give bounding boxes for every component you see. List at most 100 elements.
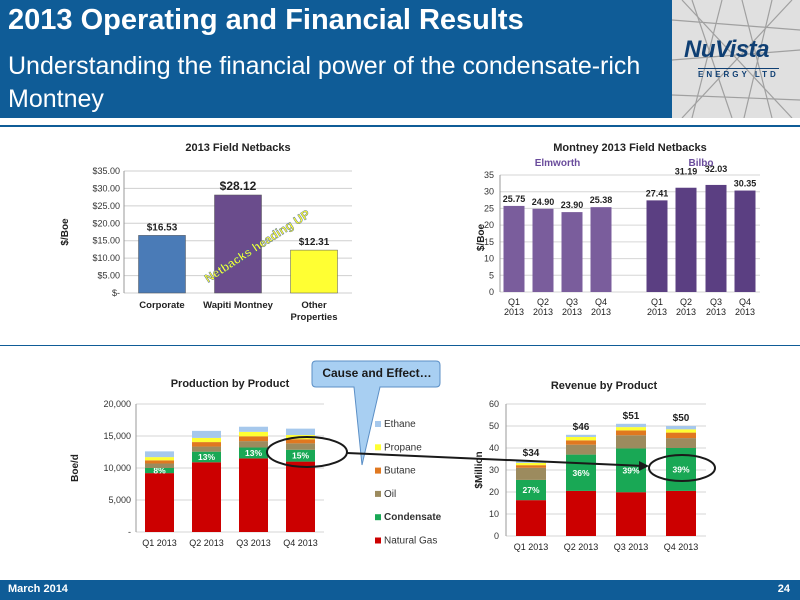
category-label: Q3 2013 <box>236 538 271 548</box>
bar-value-label: $12.31 <box>299 237 330 248</box>
logo-wordmark: NuVista <box>684 36 769 63</box>
pct-label: 13% <box>245 448 262 458</box>
production-highlight-ring <box>266 436 348 468</box>
category-label: Q2 2013 <box>564 542 599 552</box>
y-tick-label: 20 <box>484 220 494 230</box>
pct-label: 39% <box>622 465 639 475</box>
stack-segment <box>616 427 646 431</box>
y-tick-label: 30 <box>484 187 494 197</box>
cause-effect-arrowhead <box>639 461 649 471</box>
stack-segment <box>286 461 315 532</box>
y-tick-label: $15.00 <box>92 236 120 246</box>
category-label: Q1 2013 <box>514 542 549 552</box>
pct-label: 15% <box>292 451 309 461</box>
y-tick-label: - <box>128 527 131 537</box>
y-tick-label: 35 <box>484 170 494 180</box>
pct-label: 36% <box>572 468 589 478</box>
field-netbacks-chart: 2013 Field Netbacks $- $5.00 $10.00 $15.00 $2… <box>60 142 352 323</box>
pct-label: 39% <box>672 464 689 474</box>
bar-value-label: 24.90 <box>532 197 555 207</box>
y-tick-label: 5 <box>489 270 494 280</box>
slide-header: 2013 Operating and Financial Results Und… <box>0 0 672 118</box>
bar-value-label: 25.38 <box>590 195 613 205</box>
stack-segment <box>616 430 646 436</box>
stack-segment <box>145 468 174 474</box>
category-label: 2013 <box>676 307 696 317</box>
y-tick-label: 60 <box>489 399 499 409</box>
category-label: Other <box>301 300 327 311</box>
stack-segment <box>145 457 174 461</box>
stack-segment <box>666 426 696 430</box>
stack-segment <box>516 479 546 501</box>
slide-subtitle: Understanding the financial power of the… <box>8 52 641 113</box>
y-tick-label: 20 <box>489 487 499 497</box>
y-axis-label: $/Boe <box>60 218 71 246</box>
stack-segment <box>192 451 221 463</box>
montney-netbacks-chart: Montney 2013 Field Netbacks 0 5 10 15 20 25 30 3… <box>476 142 760 317</box>
bar <box>646 200 668 292</box>
bar <box>532 208 554 292</box>
bar <box>734 190 756 292</box>
legend-swatch <box>375 444 381 451</box>
stack-segment <box>666 438 696 448</box>
stack-segment <box>145 451 174 458</box>
logo-tagline: ENERGY LTD <box>698 68 779 79</box>
y-tick-label: 10,000 <box>103 463 131 473</box>
category-label: 2013 <box>706 307 726 317</box>
y-tick-label: 20,000 <box>103 399 131 409</box>
legend-entry: Butane <box>384 466 416 477</box>
bar-value-label: 25.75 <box>503 194 526 204</box>
slide-footer: March 2014 24 <box>0 580 800 600</box>
legend-swatch <box>375 514 381 521</box>
y-tick-label: $- <box>112 288 120 298</box>
y-tick-label: $30.00 <box>92 183 120 193</box>
slide-title: 2013 Operating and Financial Results <box>8 4 524 36</box>
bar <box>138 235 186 294</box>
y-tick-label: 0 <box>494 531 499 541</box>
group-label: Bilbo <box>689 158 714 169</box>
y-axis-label: Boe/d <box>70 454 81 482</box>
legend-entry: Natural Gas <box>384 536 437 547</box>
bar-value-label: 30.35 <box>734 179 757 189</box>
bar-value-label: $28.12 <box>220 179 257 193</box>
stack-segment <box>616 423 646 428</box>
stack-segment <box>145 473 174 532</box>
category-label: 2013 <box>591 307 611 317</box>
stack-segment <box>286 428 315 436</box>
y-tick-label: 5,000 <box>108 495 131 505</box>
chart-title: Montney 2013 Field Netbacks <box>553 142 706 154</box>
category-label: Q3 2013 <box>614 542 649 552</box>
stack-segment <box>239 436 268 442</box>
y-tick-label: $5.00 <box>97 271 120 281</box>
stack-segment <box>616 448 646 493</box>
y-tick-label: $35.00 <box>92 166 120 176</box>
stack-segment <box>145 463 174 468</box>
stack-segment <box>566 490 596 536</box>
stack-segment <box>239 431 268 437</box>
category-label: Q1 <box>508 297 520 307</box>
category-label: Q4 2013 <box>664 542 699 552</box>
legend-swatch <box>375 421 381 427</box>
stack-segment <box>516 467 546 480</box>
group-label: Elmworth <box>535 158 581 169</box>
category-label: Q3 <box>710 297 722 307</box>
bar <box>675 187 697 292</box>
legend-entry: Propane <box>384 442 422 453</box>
stack-segment <box>239 458 268 532</box>
stack-segment <box>192 442 221 447</box>
stack-segment <box>616 492 646 536</box>
category-label: 2013 <box>504 307 524 317</box>
y-tick-label: $20.00 <box>92 218 120 228</box>
stack-segment <box>516 500 546 536</box>
bar <box>503 205 525 292</box>
stack-segment <box>566 444 596 455</box>
stack-segment <box>239 441 268 448</box>
stack-segment <box>666 432 696 439</box>
stack-segment <box>286 449 315 462</box>
company-logo: NuVista ENERGY LTD <box>684 36 790 88</box>
y-axis-label: $/Boe <box>476 223 487 251</box>
chart-title: 2013 Field Netbacks <box>185 142 290 154</box>
legend-swatch <box>375 467 381 474</box>
stack-segment <box>239 447 268 459</box>
